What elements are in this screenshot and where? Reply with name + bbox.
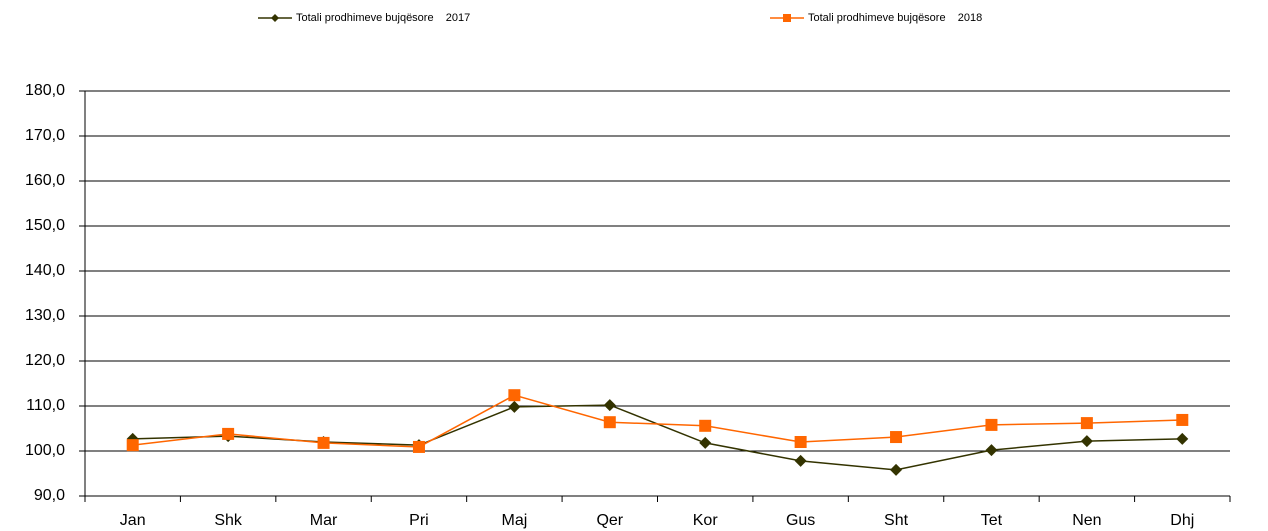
y-tick-label: 110,0	[26, 397, 65, 414]
x-tick-label: Sht	[884, 512, 909, 529]
y-tick-label: 140,0	[25, 262, 65, 279]
marker	[1176, 432, 1189, 445]
x-tick-label: Shk	[214, 512, 243, 529]
marker	[603, 416, 616, 429]
legend-marker	[271, 14, 279, 22]
legend-label: Totali prodhimeve bujqësore 2018	[808, 12, 982, 24]
x-tick-label: Kor	[693, 512, 719, 529]
y-tick-label: 180,0	[25, 82, 65, 99]
marker	[1176, 413, 1189, 426]
marker	[1080, 435, 1093, 448]
x-tick-label: Gus	[786, 512, 815, 529]
marker	[508, 389, 521, 402]
x-tick-label: Pri	[409, 512, 429, 529]
marker	[794, 454, 807, 467]
x-tick-label: Mar	[310, 512, 338, 529]
x-tick-label: Dhj	[1170, 512, 1194, 529]
marker	[412, 440, 425, 453]
marker	[699, 419, 712, 432]
line	[132, 394, 1183, 448]
marker	[126, 439, 139, 452]
y-tick-label: 90,0	[34, 487, 65, 504]
y-tick-label: 160,0	[25, 172, 65, 189]
y-tick-label: 130,0	[25, 307, 65, 324]
x-tick-label: Maj	[501, 512, 527, 529]
marker	[985, 418, 998, 431]
x-tick-label: Jan	[120, 512, 146, 529]
y-tick-label: 100,0	[25, 442, 65, 459]
y-tick-label: 170,0	[25, 127, 65, 144]
marker	[317, 436, 330, 449]
x-tick-label: Nen	[1072, 512, 1101, 529]
legend-marker	[783, 14, 791, 22]
marker	[985, 444, 998, 457]
y-tick-label: 120,0	[25, 352, 65, 369]
marker	[222, 427, 235, 440]
marker	[794, 436, 807, 448]
x-tick-label: Qer	[596, 512, 623, 529]
y-tick-label: 150,0	[25, 217, 65, 234]
marker	[508, 400, 521, 413]
x-tick-label: Tet	[981, 512, 1003, 529]
marker	[890, 431, 903, 444]
marker	[603, 399, 616, 412]
marker	[1080, 417, 1093, 430]
marker	[890, 463, 903, 476]
legend-label: Totali prodhimeve bujqësore 2017	[296, 12, 470, 24]
marker	[699, 436, 712, 449]
line	[132, 404, 1183, 471]
